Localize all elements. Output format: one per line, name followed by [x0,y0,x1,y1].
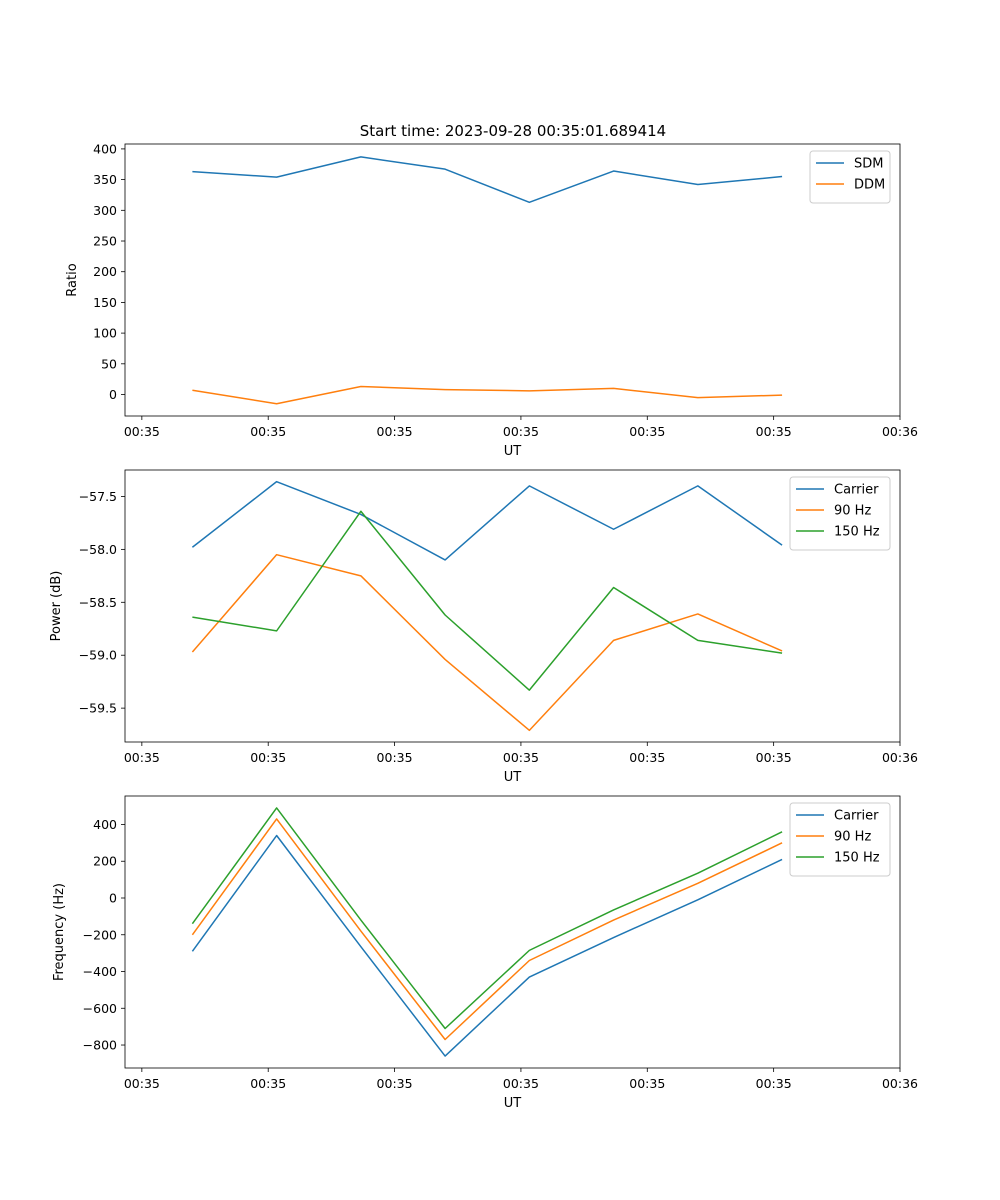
chart-3-y-tick-label: 400 [93,817,117,832]
chart-2-y-axis-label: Power (dB) [49,571,64,642]
chart-2: 00:35 00:35 00:35 00:35 00:35 00:35 00:36 −59.5… [49,469,918,785]
chart-1-legend: SDM DDM [809,150,891,204]
chart-2-legend-label: 90 Hz [834,504,871,519]
chart-3-y-tick-label: 0 [109,891,117,906]
chart-1-x-axis-label: UT [504,444,522,459]
chart-1-y-tick-label: 250 [93,234,117,249]
chart-1-series-ddm-line [192,385,783,405]
chart-2-series-carrier-line [191,480,783,561]
chart-3-axes-frame [124,795,901,1069]
chart-1-y-axis-label: Ratio [65,263,80,296]
chart-3-y-tick-label: 200 [93,854,117,869]
chart-2-y-tick-label: −58.0 [79,542,117,557]
chart-3-x-tick-label: 00:35 [124,1076,160,1091]
chart-2-x-tick-label: 00:35 [756,750,792,765]
chart-1-legend-box [809,150,891,204]
chart-1-y-tick-label: 150 [93,295,117,310]
chart-2-series-150-hz-line [192,510,783,691]
chart-3-x-axis-label: UT [504,1096,522,1111]
chart-1-y-tick-label: 0 [109,387,117,402]
chart-3-series-150-hz-line [191,807,783,1030]
chart-1-x-tick-label: 00:35 [124,424,160,439]
chart-1-x-tick-label: 00:35 [377,424,413,439]
chart-3-x-tick-label: 00:35 [377,1076,413,1091]
chart-2-legend: Carrier 90 Hz 150 Hz [789,476,891,551]
chart-1-legend-label: SDM [854,157,883,172]
chart-3-legend-label: 90 Hz [834,830,871,845]
chart-2-x-tick-label: 00:35 [124,750,160,765]
chart-2-y-tick-label: −59.5 [79,701,117,716]
chart-1-y-tick-label: 200 [93,264,117,279]
chart-1-x-tick-label: 00:35 [503,424,539,439]
chart-1-legend-label: DDM [854,178,885,193]
chart-1-y-tick-label: 50 [101,356,117,371]
chart-3-y-tick-label: −400 [83,964,117,979]
chart-3-x-tick-label: 00:36 [882,1076,918,1091]
chart-3-legend-label: Carrier [834,809,879,824]
chart-1-y-tick-label: 350 [93,172,117,187]
chart-3-x-tick-label: 00:35 [250,1076,286,1091]
chart-3-y-axis-label: Frequency (Hz) [52,883,67,981]
chart-1-x-tick-label: 00:35 [629,424,665,439]
chart-1-x-tick-label: 00:35 [250,424,286,439]
chart-3-legend-label: 150 Hz [834,851,880,866]
chart-2-axes-frame [124,469,901,743]
chart-3-series-carrier-line [191,834,783,1057]
chart-1-x-tick-label: 00:36 [882,424,918,439]
chart-2-legend-label: Carrier [834,483,879,498]
chart-2-series-90-hz-line [191,553,783,732]
chart-1-y-tick-label: 400 [93,141,117,156]
chart-2-legend-label: 150 Hz [834,525,880,540]
figure-title: Start time: 2023-09-28 00:35:01.689414 [360,122,666,140]
chart-1-x-tick-label: 00:35 [756,424,792,439]
chart-2-x-tick-label: 00:36 [882,750,918,765]
chart-3-y-tick-label: −800 [83,1038,117,1053]
chart-1-series-sdm-line [192,156,783,204]
chart-3-series-90-hz-line [191,818,783,1041]
chart-3-x-tick-label: 00:35 [503,1076,539,1091]
chart-3-x-tick-label: 00:35 [756,1076,792,1091]
subplots: 00:35 00:35 00:35 00:35 00:35 00:35 00:36 0 50 10… [49,141,918,1111]
chart-3-y-tick-label: −600 [83,1001,117,1016]
chart-2-x-tick-label: 00:35 [629,750,665,765]
chart-3: 00:35 00:35 00:35 00:35 00:35 00:35 00:36 −800 −… [52,795,918,1111]
chart-2-x-axis-label: UT [504,770,522,785]
chart-1-y-tick-label: 300 [93,203,117,218]
chart-2-x-tick-label: 00:35 [250,750,286,765]
chart-2-y-tick-label: −59.0 [79,648,117,663]
chart-1-axes-frame [124,143,901,417]
chart-2-x-tick-label: 00:35 [377,750,413,765]
chart-1-y-tick-label: 100 [93,326,117,341]
chart-3-y-tick-label: −200 [83,927,117,942]
chart-3-legend: Carrier 90 Hz 150 Hz [789,802,891,877]
chart-2-y-tick-label: −57.5 [79,489,117,504]
chart-3-x-tick-label: 00:35 [629,1076,665,1091]
chart-2-y-tick-label: −58.5 [79,595,117,610]
chart-2-x-tick-label: 00:35 [503,750,539,765]
chart-1: 00:35 00:35 00:35 00:35 00:35 00:35 00:36 0 50 10… [65,141,918,459]
